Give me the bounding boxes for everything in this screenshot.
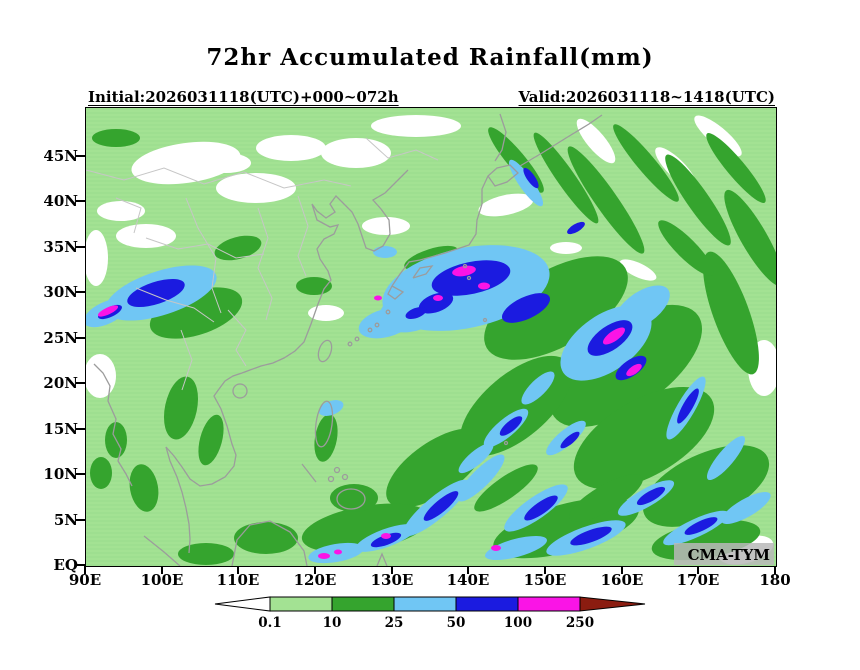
x-tick <box>314 566 316 574</box>
initial-time-label: Initial:2026031118(UTC)+000~072h <box>88 88 399 106</box>
x-tick <box>621 566 623 574</box>
legend-arrow-above-max <box>579 596 646 612</box>
y-tick <box>76 245 85 248</box>
y-axis-label-eq: EQ <box>53 556 79 574</box>
x-axis-label-110e: 110E <box>216 571 260 589</box>
model-name-label: CMA-TYM <box>687 546 770 564</box>
y-axis-label-35n: 35N <box>43 237 78 256</box>
x-axis-label-130e: 130E <box>370 571 414 589</box>
y-axis-label-30n: 30N <box>43 283 78 301</box>
y-tick <box>76 427 85 430</box>
valid-time-label: Valid:2026031118~1418(UTC) <box>518 88 775 106</box>
rainfall-colorbar: 0.1 10 25 50 100 250 <box>214 596 646 631</box>
x-axis-label-90e: 90E <box>68 571 102 589</box>
y-axis-label-10n: 10N <box>43 465 78 483</box>
legend-tick-0.1: 0.1 <box>258 615 282 631</box>
y-tick <box>76 200 85 202</box>
map-plot-area: CMA-TYM <box>85 107 777 567</box>
chart-title: 72hr Accumulated Rainfall(mm) <box>206 44 654 71</box>
rainfall-map <box>86 108 776 566</box>
legend-tick-50: 50 <box>447 615 466 631</box>
x-tick <box>774 566 776 574</box>
coastlines <box>93 113 603 566</box>
x-tick <box>391 566 393 574</box>
no-rain-areas <box>86 115 776 565</box>
y-tick <box>76 291 85 293</box>
x-tick <box>237 566 239 574</box>
legend-seg-100-250 <box>517 596 581 612</box>
legend-tick-250: 250 <box>566 615 594 631</box>
y-axis-label-45n: 45N <box>43 146 78 165</box>
y-tick <box>76 382 85 384</box>
model-label-backdrop <box>674 543 774 565</box>
x-axis-label-100e: 100E <box>140 571 184 589</box>
y-tick <box>76 336 85 339</box>
x-tick <box>161 566 163 574</box>
x-axis-label-180: 180 <box>759 571 791 589</box>
x-tick <box>544 566 546 574</box>
y-axis-label-5n: 5N <box>53 510 78 529</box>
legend-tick-100: 100 <box>504 615 532 631</box>
x-tick <box>84 566 86 574</box>
legend-seg-0.1-10 <box>269 596 333 612</box>
y-axis-label-15n: 15N <box>43 419 78 438</box>
legend-tick-10: 10 <box>323 615 342 631</box>
x-axis-label-140e: 140E <box>446 571 490 589</box>
x-axis-label-150e: 150E <box>523 571 567 589</box>
y-tick <box>76 473 85 475</box>
legend-seg-50-100 <box>455 596 519 612</box>
x-axis-label-120e: 120E <box>293 571 337 589</box>
y-tick <box>76 518 85 521</box>
legend-arrow-below-min <box>214 596 271 612</box>
y-axis-label-20n: 20N <box>43 374 78 392</box>
rain-100-250-areas <box>97 265 642 559</box>
x-tick <box>697 566 699 574</box>
y-axis-label-25n: 25N <box>43 328 78 347</box>
x-axis-label-170e: 170E <box>676 571 720 589</box>
x-tick <box>467 566 469 574</box>
legend-tick-25: 25 <box>385 615 404 631</box>
country-inner-borders <box>86 137 439 391</box>
y-axis-label-40n: 40N <box>43 192 78 210</box>
legend-seg-25-50 <box>393 596 457 612</box>
y-tick <box>76 154 85 157</box>
legend-seg-10-25 <box>331 596 395 612</box>
x-axis-label-160e: 160E <box>600 571 644 589</box>
y-tick <box>76 564 85 566</box>
